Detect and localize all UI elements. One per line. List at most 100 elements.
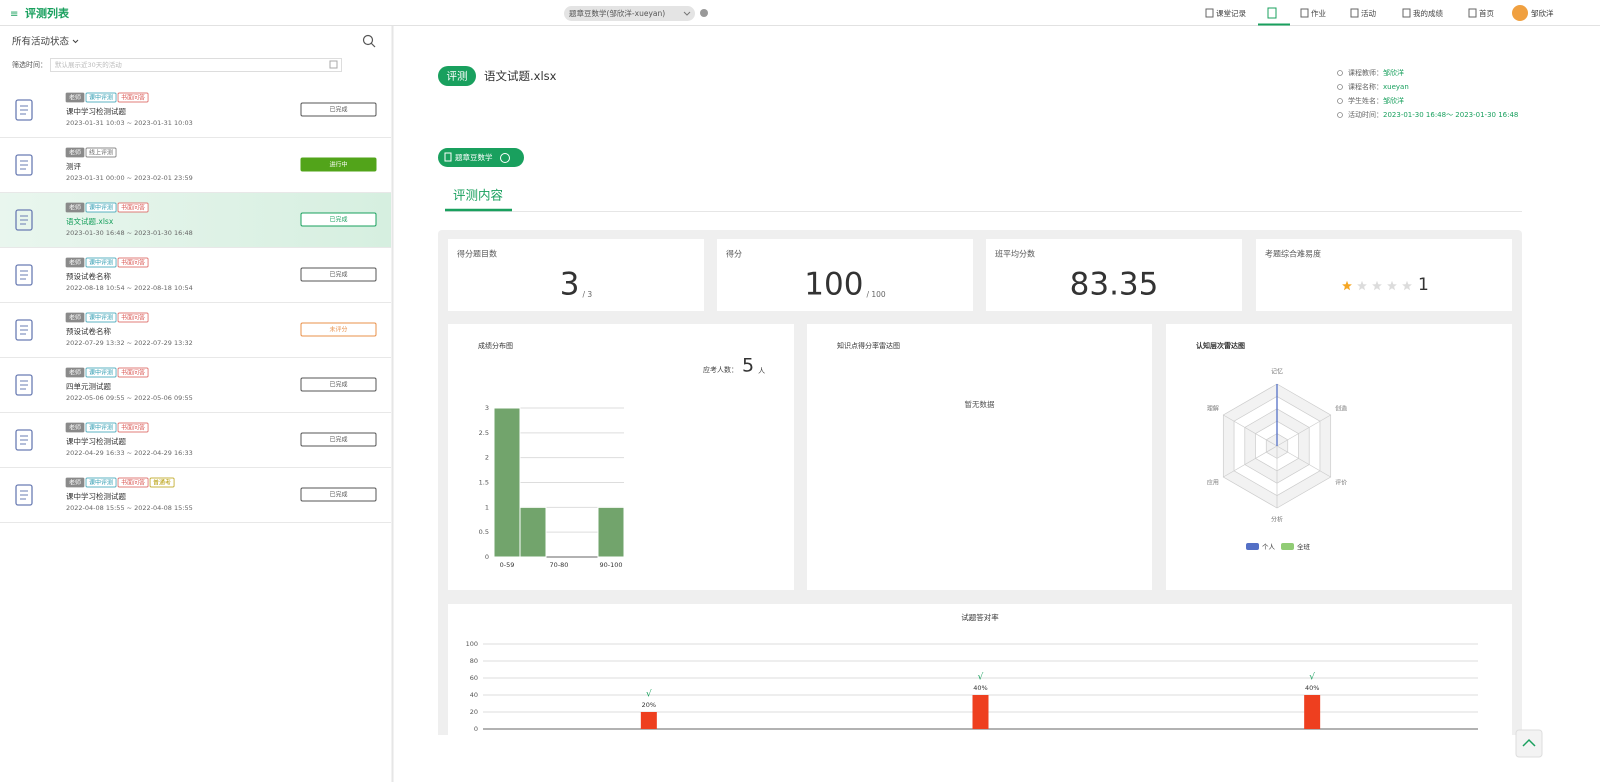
tag-text: 课中评测 (89, 368, 113, 376)
nav-item[interactable]: 我的成绩 (1413, 8, 1443, 18)
item-time: 2022-05-06 09:55 ~ 2022-05-06 09:55 (66, 394, 193, 402)
legend-label[interactable]: 个人 (1262, 543, 1276, 551)
item-icon-lines (20, 160, 28, 170)
tag (65, 92, 85, 103)
course-select[interactable] (564, 6, 695, 21)
tag-text: 课中评测 (89, 93, 113, 101)
value-label: 40% (1305, 684, 1319, 692)
item-title: 课中学习检测试题 (66, 436, 126, 446)
stat-label: 考题综合难易度 (1265, 249, 1321, 259)
tag-text: 老师 (69, 313, 81, 321)
y-tick-label: 2 (485, 454, 489, 462)
status-filter[interactable]: 所有活动状态 (12, 36, 70, 48)
tag (149, 477, 175, 488)
x-tick-label: 70-80 (550, 561, 569, 569)
item-icon-lines (20, 490, 28, 500)
status-text: 进行中 (329, 161, 347, 169)
radar-label: 分析 (1271, 516, 1283, 524)
radar-axis (1223, 445, 1278, 478)
item-title: 四单元测试题 (66, 381, 111, 391)
tag (117, 422, 149, 433)
tag-text: 书面问答 (121, 203, 145, 211)
stat-label: 班平均分数 (995, 249, 1035, 259)
tag (65, 367, 85, 378)
search-icon[interactable] (362, 34, 374, 46)
info-icon (1337, 112, 1343, 118)
correct-mark: √ (1309, 672, 1315, 683)
tag-text: 课中评测 (89, 423, 113, 431)
tag (85, 477, 117, 488)
status-button[interactable] (300, 487, 377, 502)
nav-item[interactable]: 作业 (1311, 8, 1327, 18)
status-button[interactable] (300, 157, 377, 172)
status-button[interactable] (300, 432, 377, 447)
stat-value: 3 (560, 267, 580, 303)
item-title: 预设试卷名称 (66, 326, 111, 336)
nav-item[interactable]: 首页 (1479, 8, 1495, 18)
item-title: 课中学习检测试题 (66, 106, 126, 116)
status-button[interactable] (300, 102, 377, 117)
stat-value: 83.35 (1070, 267, 1159, 303)
time-placeholder: 默认展示近30天的活动 (55, 60, 122, 69)
tag-text: 老师 (69, 148, 81, 156)
detail-title: 语文试题.xlsx (484, 69, 557, 83)
status-button[interactable] (300, 212, 377, 227)
value-label: 20% (642, 701, 656, 709)
item-icon-lines (20, 215, 28, 225)
subject-icon (444, 152, 452, 162)
tag-text: 老师 (69, 478, 81, 486)
item-time: 2022-04-08 15:55 ~ 2022-04-08 15:55 (66, 504, 193, 512)
legend-label[interactable]: 全班 (1297, 542, 1311, 551)
nav-item[interactable]: 活动 (1361, 8, 1377, 18)
bar (972, 695, 989, 729)
tab[interactable]: 评测内容 (453, 188, 503, 203)
status-button[interactable] (300, 322, 377, 337)
radar-label: 评价 (1335, 479, 1347, 487)
radar-label: 理解 (1207, 405, 1219, 413)
legend-swatch[interactable] (1246, 543, 1259, 550)
nav-icon (1468, 8, 1477, 18)
y-tick-label: 20 (470, 708, 478, 716)
tag (85, 147, 117, 158)
menu-icon[interactable]: ≡ (10, 9, 18, 20)
badge (438, 66, 476, 86)
user-avatar[interactable] (1512, 5, 1528, 21)
tag (65, 257, 85, 268)
bar (640, 712, 657, 729)
status-button[interactable] (300, 377, 377, 392)
time-input[interactable] (50, 58, 342, 72)
radar-label: 应用 (1207, 479, 1219, 487)
tag-text: 课中评测 (89, 258, 113, 266)
legend-swatch[interactable] (1281, 543, 1294, 550)
info-icon[interactable] (700, 9, 708, 17)
item-title: 语文试题.xlsx (66, 216, 114, 226)
stat-label: 得分 (726, 249, 742, 259)
item-icon-lines (20, 105, 28, 115)
nav-item[interactable]: 课堂记录 (1216, 8, 1246, 18)
y-tick-label: 100 (466, 640, 478, 648)
user-name[interactable]: 邹欣洋 (1531, 8, 1554, 18)
status-button[interactable] (300, 267, 377, 282)
y-tick-label: 0 (474, 725, 478, 733)
stat-value: 100 (804, 267, 863, 303)
info-label: 活动时间： (1348, 110, 1383, 119)
tag-text: 课中评测 (89, 203, 113, 211)
status-text: 已完成 (329, 436, 347, 444)
status-text: 已完成 (329, 491, 347, 499)
y-tick-label: 2.5 (479, 429, 489, 437)
status-text: 已完成 (329, 381, 347, 389)
scroll-top[interactable] (1515, 729, 1543, 758)
nav-icon (1300, 8, 1309, 18)
nav-active-icon[interactable] (1267, 7, 1277, 19)
item-icon (15, 429, 33, 451)
